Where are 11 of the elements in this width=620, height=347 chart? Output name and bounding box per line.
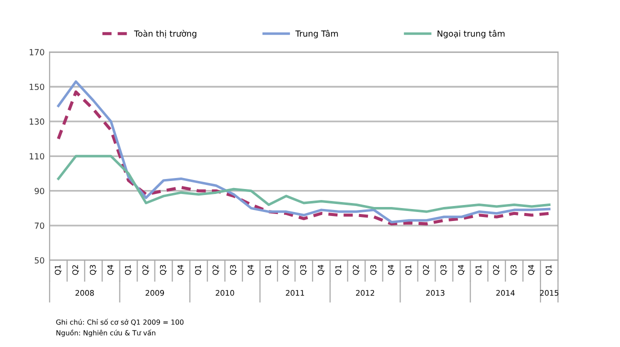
y-tick-label: 110 (30, 153, 44, 160)
legend-label: Ngoại trung tâm (438, 30, 504, 38)
y-tick-label: 150 (30, 84, 44, 90)
legend-label: Trung Tâm (295, 30, 338, 38)
y-tick-label: 130 (30, 118, 44, 125)
line-series (57, 154, 550, 213)
y-tick-label: 70 (34, 222, 44, 229)
y-tick-label: 170 (30, 49, 44, 56)
y-tick-label: 90 (34, 188, 44, 194)
y-tick-label: 50 (34, 257, 44, 264)
legend-label: Toàn thị trường (134, 30, 196, 38)
